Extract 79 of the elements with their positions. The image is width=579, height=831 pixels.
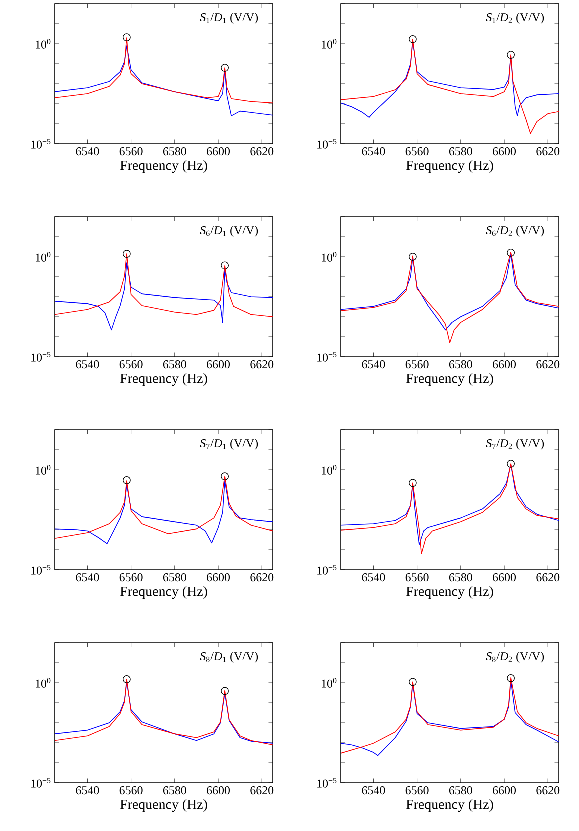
y-tick-label: 10$^{−5}$	[32, 352, 51, 362]
annotation: S$_{8}$/D$_{1}$ (V/V)	[200, 652, 258, 663]
y-tick-label: 10$^{0}$	[36, 465, 51, 475]
x-tick-label: 6580	[163, 574, 186, 582]
line-series	[55, 254, 274, 318]
x-tick-label: 6540	[76, 148, 100, 156]
x-axis-title: Frequency (Hz)	[406, 160, 494, 174]
annotation: S$_{8}$/D$_{2}$ (V/V)	[486, 652, 544, 663]
x-tick-label: 6620	[536, 786, 560, 795]
annotation: S$_{7}$/D$_{1}$ (V/V)	[200, 439, 258, 450]
x-tick-label: 6620	[536, 148, 560, 156]
x-tick-label: 6580	[449, 360, 472, 369]
y-tick-label: 10$^{−5}$	[32, 139, 51, 149]
x-tick-label: 6620	[536, 360, 560, 369]
x-axis-title: Frequency (Hz)	[120, 586, 208, 600]
x-tick-label: 6560	[406, 574, 429, 582]
x-tick-label: 6560	[120, 786, 143, 795]
x-tick-label: 6580	[163, 148, 186, 156]
x-tick-label: 6560	[120, 574, 143, 582]
x-axis-title: Frequency (Hz)	[120, 373, 208, 386]
x-tick-label: 6540	[362, 786, 386, 795]
y-tick-label: 10$^{0}$	[36, 39, 51, 49]
annotation: S$_{1}$/D$_{2}$ (V/V)	[486, 13, 544, 24]
line-series	[341, 254, 560, 331]
annotation: S$_{7}$/D$_{2}$ (V/V)	[486, 439, 544, 450]
x-axis-title: Frequency (Hz)	[406, 373, 494, 386]
x-tick-label: 6540	[362, 574, 386, 582]
line-series	[341, 252, 560, 344]
y-tick-label: 10$^{0}$	[322, 465, 337, 475]
x-tick-label: 6540	[76, 360, 100, 369]
x-tick-label: 6620	[536, 574, 560, 582]
x-tick-label: 6540	[76, 786, 100, 795]
y-tick-label: 10$^{−5}$	[318, 139, 337, 149]
x-tick-label: 6560	[120, 360, 143, 369]
x-tick-label: 6540	[362, 360, 386, 369]
y-tick-label: 10$^{0}$	[36, 678, 51, 688]
line-series	[55, 46, 274, 116]
x-axis-title: Frequency (Hz)	[120, 799, 208, 812]
x-tick-label: 6620	[250, 148, 274, 156]
x-tick-label: 6600	[207, 148, 230, 156]
line-series	[55, 262, 274, 331]
annotation: S$_{6}$/D$_{2}$ (V/V)	[486, 226, 544, 237]
x-tick-label: 6560	[406, 360, 429, 369]
x-axis-title: Frequency (Hz)	[406, 586, 494, 600]
x-tick-label: 6600	[493, 360, 516, 369]
x-tick-label: 6620	[250, 360, 274, 369]
x-tick-label: 6560	[120, 148, 143, 156]
x-tick-label: 6540	[362, 148, 386, 156]
x-axis-title: Frequency (Hz)	[406, 799, 494, 812]
x-tick-label: 6600	[493, 574, 516, 582]
x-tick-label: 6600	[207, 360, 230, 369]
y-tick-label: 10$^{0}$	[322, 678, 337, 688]
x-tick-label: 6580	[163, 360, 186, 369]
y-tick-label: 10$^{−5}$	[318, 352, 337, 362]
x-tick-label: 6580	[449, 148, 472, 156]
annotation: S$_{6}$/D$_{1}$ (V/V)	[200, 226, 258, 237]
x-axis-title: Frequency (Hz)	[120, 160, 208, 174]
y-tick-label: 10$^{0}$	[36, 252, 51, 262]
line-series	[55, 38, 274, 104]
x-tick-label: 6600	[493, 148, 516, 156]
x-tick-label: 6620	[250, 786, 274, 795]
x-tick-label: 6600	[207, 574, 230, 582]
x-tick-label: 6580	[163, 786, 186, 795]
y-tick-label: 10$^{−5}$	[318, 778, 337, 788]
x-tick-label: 6540	[76, 574, 100, 582]
x-tick-label: 6580	[449, 786, 472, 795]
annotation: S$_{1}$/D$_{1}$ (V/V)	[200, 13, 258, 24]
y-tick-label: 10$^{−5}$	[318, 565, 337, 575]
x-tick-label: 6560	[406, 148, 429, 156]
line-series	[341, 38, 560, 134]
x-tick-label: 6560	[406, 786, 429, 795]
y-tick-label: 10$^{−5}$	[32, 565, 51, 575]
x-tick-label: 6600	[493, 786, 516, 795]
y-tick-label: 10$^{0}$	[322, 252, 337, 262]
x-tick-label: 6600	[207, 786, 230, 795]
y-tick-label: 10$^{−5}$	[32, 778, 51, 788]
y-tick-label: 10$^{0}$	[322, 39, 337, 49]
x-tick-label: 6580	[449, 574, 472, 582]
x-tick-label: 6620	[250, 574, 274, 582]
